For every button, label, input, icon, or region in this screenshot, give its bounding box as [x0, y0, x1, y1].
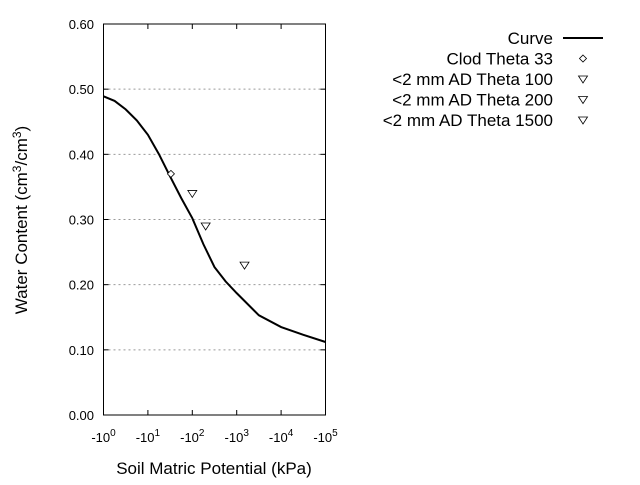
y-tick-label: 0.50	[69, 82, 94, 97]
y-tick-label: 0.00	[69, 408, 94, 423]
y-tick-label: 0.40	[69, 147, 94, 162]
legend-label: Curve	[508, 29, 553, 48]
y-axis: 0.00 0.10 0.20 0.30 0.40 0.50 0.60	[69, 17, 326, 423]
legend-label: <2 mm AD Theta 1500	[383, 111, 553, 130]
y-tick-label: 0.30	[69, 213, 94, 228]
x-tick-label: -104	[269, 428, 294, 445]
y-tick-label: 0.10	[69, 343, 94, 358]
y-axis-label: Water Content (cm3/cm3)	[10, 126, 31, 314]
x-tick-label: -105	[313, 428, 338, 445]
data-point-triangle-down	[239, 261, 250, 270]
legend-marker-triangle-down	[577, 75, 589, 84]
x-axis-label: Soil Matric Potential (kPa)	[116, 459, 312, 478]
x-tick-label: -102	[180, 428, 205, 445]
legend: Curve Clod Theta 33<2 mm AD Theta 100 <2 m…	[383, 29, 603, 130]
x-tick-label: -103	[225, 428, 250, 445]
data-point-triangle-down	[200, 222, 211, 231]
grid	[103, 88, 326, 351]
series	[103, 95, 326, 343]
x-axis: -100 -101 -102 -103 -104 -105	[91, 24, 338, 445]
x-tick-label: -100	[91, 428, 116, 445]
curve-line	[103, 95, 326, 343]
y-tick-label: 0.60	[69, 17, 94, 32]
legend-marker-triangle-down	[577, 116, 589, 125]
data-point-triangle-down	[187, 190, 198, 199]
legend-marker-diamond	[578, 54, 588, 63]
y-tick-label: 0.20	[69, 278, 94, 293]
legend-label: Clod Theta 33	[447, 50, 553, 69]
legend-label: <2 mm AD Theta 200	[392, 91, 553, 110]
legend-label: <2 mm AD Theta 100	[392, 70, 553, 89]
legend-marker-triangle-down	[577, 96, 589, 105]
x-tick-label: -101	[136, 428, 161, 445]
data-point-diamond	[166, 169, 175, 178]
